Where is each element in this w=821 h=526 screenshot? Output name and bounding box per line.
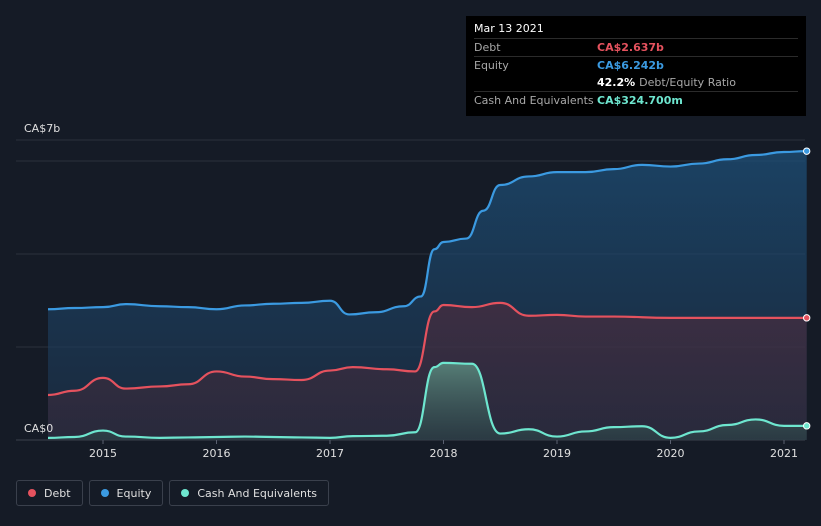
x-tick-label: 2015: [89, 447, 117, 460]
tooltip-ratio-label: Debt/Equity Ratio: [639, 76, 736, 89]
legend-equity-label: Equity: [116, 486, 152, 500]
data-tooltip: Mar 13 2021 Debt CA$2.637b Equity CA$6.2…: [466, 16, 806, 116]
cash-line: [47, 361, 807, 439]
tooltip-equity-value: CA$6.242b: [597, 59, 664, 72]
equity-dot-icon: [100, 489, 109, 497]
legend-cash-label: Cash And Equivalents: [197, 486, 317, 500]
tooltip-debt-label: Debt: [474, 41, 501, 54]
series-lines: [47, 150, 807, 439]
y-axis-bottom-label: CA$0: [24, 422, 53, 435]
x-tick-label: 2018: [430, 447, 458, 460]
equity-line: [47, 150, 807, 316]
tooltip-cash-value: CA$324.700m: [597, 94, 683, 107]
tooltip-cash-label: Cash And Equivalents: [474, 94, 594, 107]
series-areas: [48, 151, 807, 440]
legend-item-debt[interactable]: Debt: [16, 480, 83, 506]
debt-end-marker: [803, 314, 811, 322]
tooltip-ratio-value: 42.2%: [597, 76, 636, 89]
y-axis-top-label: CA$7b: [24, 122, 60, 135]
legend-debt-label: Debt: [44, 486, 71, 500]
tooltip-equity-label: Equity: [474, 59, 509, 72]
chart-legend: Debt Equity Cash And Equivalents: [16, 480, 329, 506]
x-tick-label: 2017: [316, 447, 344, 460]
legend-item-equity[interactable]: Equity: [88, 480, 164, 506]
cash-end-marker: [803, 422, 811, 430]
tooltip-debt-value: CA$2.637b: [597, 41, 664, 54]
tooltip-date: Mar 13 2021: [474, 22, 544, 35]
x-tick-label: 2016: [203, 447, 231, 460]
debt-line: [47, 301, 807, 397]
x-tick-label: 2021: [770, 447, 798, 460]
end-markers: [803, 147, 811, 430]
debt-area: [48, 302, 807, 440]
x-axis-ticks: 2015 2016 2017 2018 2019 2020 2021: [89, 440, 798, 460]
debt-dot-icon: [28, 489, 36, 497]
equity-end-marker: [803, 147, 811, 155]
legend-item-cash[interactable]: Cash And Equivalents: [169, 480, 329, 506]
x-tick-label: 2019: [543, 447, 571, 460]
x-tick-label: 2020: [657, 447, 685, 460]
cash-area: [48, 362, 807, 440]
cash-dot-icon: [181, 489, 190, 497]
